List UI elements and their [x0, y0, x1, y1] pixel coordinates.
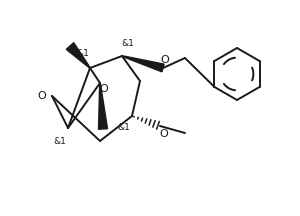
Text: &1: &1 [122, 40, 134, 49]
Text: &1: &1 [118, 124, 130, 132]
Polygon shape [122, 56, 164, 72]
Polygon shape [98, 83, 107, 129]
Text: O: O [38, 91, 46, 101]
Text: O: O [160, 55, 169, 65]
Text: &1: &1 [54, 137, 66, 146]
Text: &1: &1 [76, 49, 89, 59]
Text: O: O [160, 129, 168, 139]
Text: O: O [100, 84, 108, 94]
Polygon shape [66, 43, 90, 68]
